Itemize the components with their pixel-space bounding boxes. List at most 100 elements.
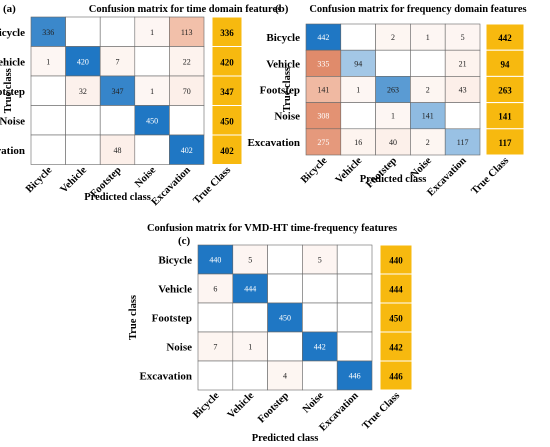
matrix-cell [267, 331, 303, 362]
true-class-value: 117 [498, 138, 512, 148]
matrix-cell [30, 134, 66, 165]
matrix-cell [134, 16, 170, 47]
matrix-cell [410, 102, 446, 130]
matrix-cell [336, 244, 373, 275]
matrix-cell [340, 128, 376, 156]
true-class-value: 141 [498, 112, 512, 122]
row-label: Vehicle [158, 284, 192, 296]
matrix-cell [336, 273, 373, 304]
matrix-cell [375, 128, 411, 156]
matrix-cell [267, 244, 303, 275]
panel-title: Confusion matrix for time domain feature… [89, 4, 281, 15]
row-label: Excavation [247, 137, 300, 149]
true-class-header: True Class [191, 165, 233, 207]
cell-value: 336 [42, 28, 54, 37]
column-label: Noise [133, 165, 158, 190]
true-class-value: 402 [220, 146, 234, 156]
matrix-cell [169, 75, 205, 106]
matrix-cell [197, 244, 234, 275]
matrix-cell [65, 105, 101, 136]
row-label: Bicycle [0, 27, 25, 39]
true-class-value: 440 [389, 256, 403, 266]
confusion-matrix-panel-3: (c)Confusion matrix for VMD-HT time-freq… [128, 223, 413, 444]
matrix-cell [65, 75, 101, 106]
true-class-cell [379, 331, 413, 362]
cell-value: 4 [283, 372, 287, 381]
matrix-cell [305, 128, 342, 156]
panel-title: Confusion matrix for frequency domain fe… [309, 4, 526, 15]
matrix-cell [444, 128, 481, 156]
true-class-value: 347 [220, 87, 234, 97]
true-class-cell [485, 102, 525, 130]
matrix-cell [232, 360, 268, 391]
true-class-cell [379, 302, 413, 333]
cell-value: 442 [317, 33, 329, 42]
cell-value: 420 [77, 57, 89, 66]
matrix-cell [169, 105, 205, 136]
row-label: Vehicle [266, 58, 300, 70]
cell-value: 1 [248, 343, 252, 352]
cell-value: 141 [422, 112, 434, 121]
cell-value: 5 [461, 33, 465, 42]
row-label: Footstep [152, 313, 192, 325]
matrix-cell [336, 331, 373, 362]
matrix-cell [302, 273, 338, 304]
matrix-cell [340, 49, 376, 77]
cell-value: 32 [79, 87, 87, 96]
true-class-cell [211, 75, 243, 106]
matrix-cell [65, 16, 101, 47]
cell-value: 94 [354, 59, 362, 68]
matrix-cell [340, 102, 376, 130]
true-class-header: True Class [360, 390, 402, 432]
true-class-cell [485, 128, 525, 156]
cell-value: 335 [317, 59, 329, 68]
true-class-value: 442 [498, 33, 512, 43]
cell-value: 1 [426, 33, 430, 42]
matrix-cell [30, 75, 66, 106]
true-class-cell [211, 46, 243, 77]
matrix-cell [65, 134, 101, 165]
panel-label: (b) [275, 3, 289, 15]
matrix-cell [444, 102, 481, 130]
true-class-value: 442 [389, 343, 403, 353]
cell-value: 70 [183, 87, 191, 96]
cell-value: 7 [116, 57, 120, 66]
matrix-cell [197, 360, 234, 391]
cell-value: 48 [114, 146, 122, 155]
column-label: Bicycle [24, 165, 55, 196]
true-class-cell [379, 244, 413, 275]
row-label: Footstep [260, 85, 300, 97]
row-label: Bicycle [158, 255, 192, 267]
cell-value: 117 [457, 138, 469, 147]
true-class-cell [379, 273, 413, 304]
true-class-value: 444 [389, 285, 403, 295]
cell-value: 2 [391, 33, 395, 42]
true-class-value: 420 [220, 57, 234, 67]
column-label: Footstep [364, 155, 399, 190]
row-label: Bicycle [266, 32, 300, 44]
row-label: Noise [166, 342, 192, 354]
cell-value: 113 [181, 28, 193, 37]
x-axis-label: Predicted class [252, 433, 319, 444]
matrix-cell [134, 134, 170, 165]
matrix-cell [99, 16, 136, 47]
cell-value: 2 [426, 86, 430, 95]
true-class-value: 450 [389, 314, 403, 324]
cell-value: 275 [317, 138, 329, 147]
cell-value: 1 [391, 112, 395, 121]
true-class-value: 450 [220, 116, 234, 126]
true-class-cell [211, 134, 243, 165]
matrix-cell [375, 49, 411, 77]
cell-value: 5 [318, 256, 322, 265]
panel-label: (a) [3, 3, 16, 15]
true-class-value: 263 [498, 86, 512, 96]
row-label: Noise [0, 115, 25, 127]
cell-value: 402 [181, 146, 193, 155]
matrix-cell [99, 75, 136, 106]
matrix-cell [169, 134, 205, 165]
true-class-header: True Class [469, 155, 511, 197]
matrix-cell [305, 49, 342, 77]
y-axis-label: True class [3, 68, 14, 113]
matrix-cell [336, 360, 373, 391]
row-label: Vehicle [0, 56, 25, 68]
